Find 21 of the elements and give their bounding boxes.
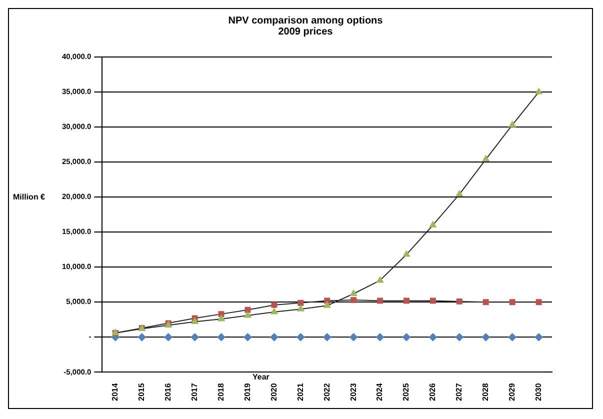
x-tick-label: 2016 (164, 382, 173, 401)
text: 2009 prices (278, 26, 333, 38)
y-axis-title: Million € (13, 192, 46, 202)
x-tick-label: 2027 (454, 382, 464, 401)
x-tick-label: 2018 (216, 382, 226, 401)
x-tick-label: 2022 (322, 382, 332, 401)
x-tick-label: 2026 (428, 382, 438, 401)
x-tick-label: 2023 (348, 382, 358, 401)
x-tick-label: 2017 (190, 382, 200, 401)
x-tick-label: 2029 (508, 382, 517, 401)
x-tick-label: 2019 (242, 382, 252, 401)
x-tick-label: 2030 (534, 382, 543, 401)
x-axis-title: Year (252, 372, 270, 382)
text: NPV comparison among options (228, 15, 383, 26)
x-tick-label: 2020 (269, 382, 278, 401)
x-tick-label: 2025 (402, 382, 411, 401)
x-tick-label: 2021 (296, 382, 305, 401)
x-tick-label: 2014 (110, 382, 120, 401)
x-tick-label: 2028 (481, 382, 490, 401)
x-tick-label: 2015 (137, 382, 146, 401)
x-tick-label: 2024 (375, 382, 384, 401)
